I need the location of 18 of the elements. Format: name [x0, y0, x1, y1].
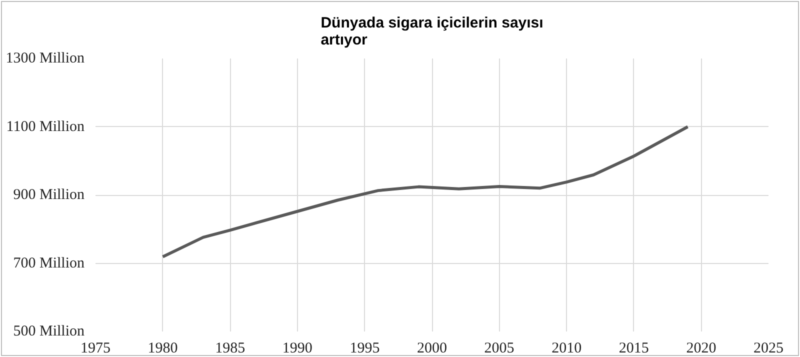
x-tick-label: 2020 [686, 340, 716, 356]
y-tick-label: 1300 Million [6, 50, 85, 66]
y-tick-label: 700 Million [13, 255, 85, 272]
x-tick-label: 1980 [148, 340, 178, 356]
chart-title: Dünyada sigara içicilerin sayısı artıyor [320, 14, 544, 48]
x-tick-label: 1995 [350, 340, 380, 356]
y-tick-label: 900 Million [13, 187, 85, 203]
x-tick-label: 2010 [552, 340, 582, 356]
x-tick-label: 2005 [484, 340, 514, 356]
x-tick-label: 1985 [215, 340, 246, 356]
x-tick-label: 1990 [282, 340, 312, 356]
x-tick-label: 1975 [80, 340, 110, 356]
x-tick-label: 2000 [417, 340, 447, 356]
x-tick-label: 2025 [754, 340, 784, 356]
x-tick-label: 2015 [618, 340, 649, 356]
y-tick-label: 500 Million [13, 324, 85, 340]
line-series [161, 125, 690, 258]
y-tick-label: 1100 Million [6, 118, 85, 135]
